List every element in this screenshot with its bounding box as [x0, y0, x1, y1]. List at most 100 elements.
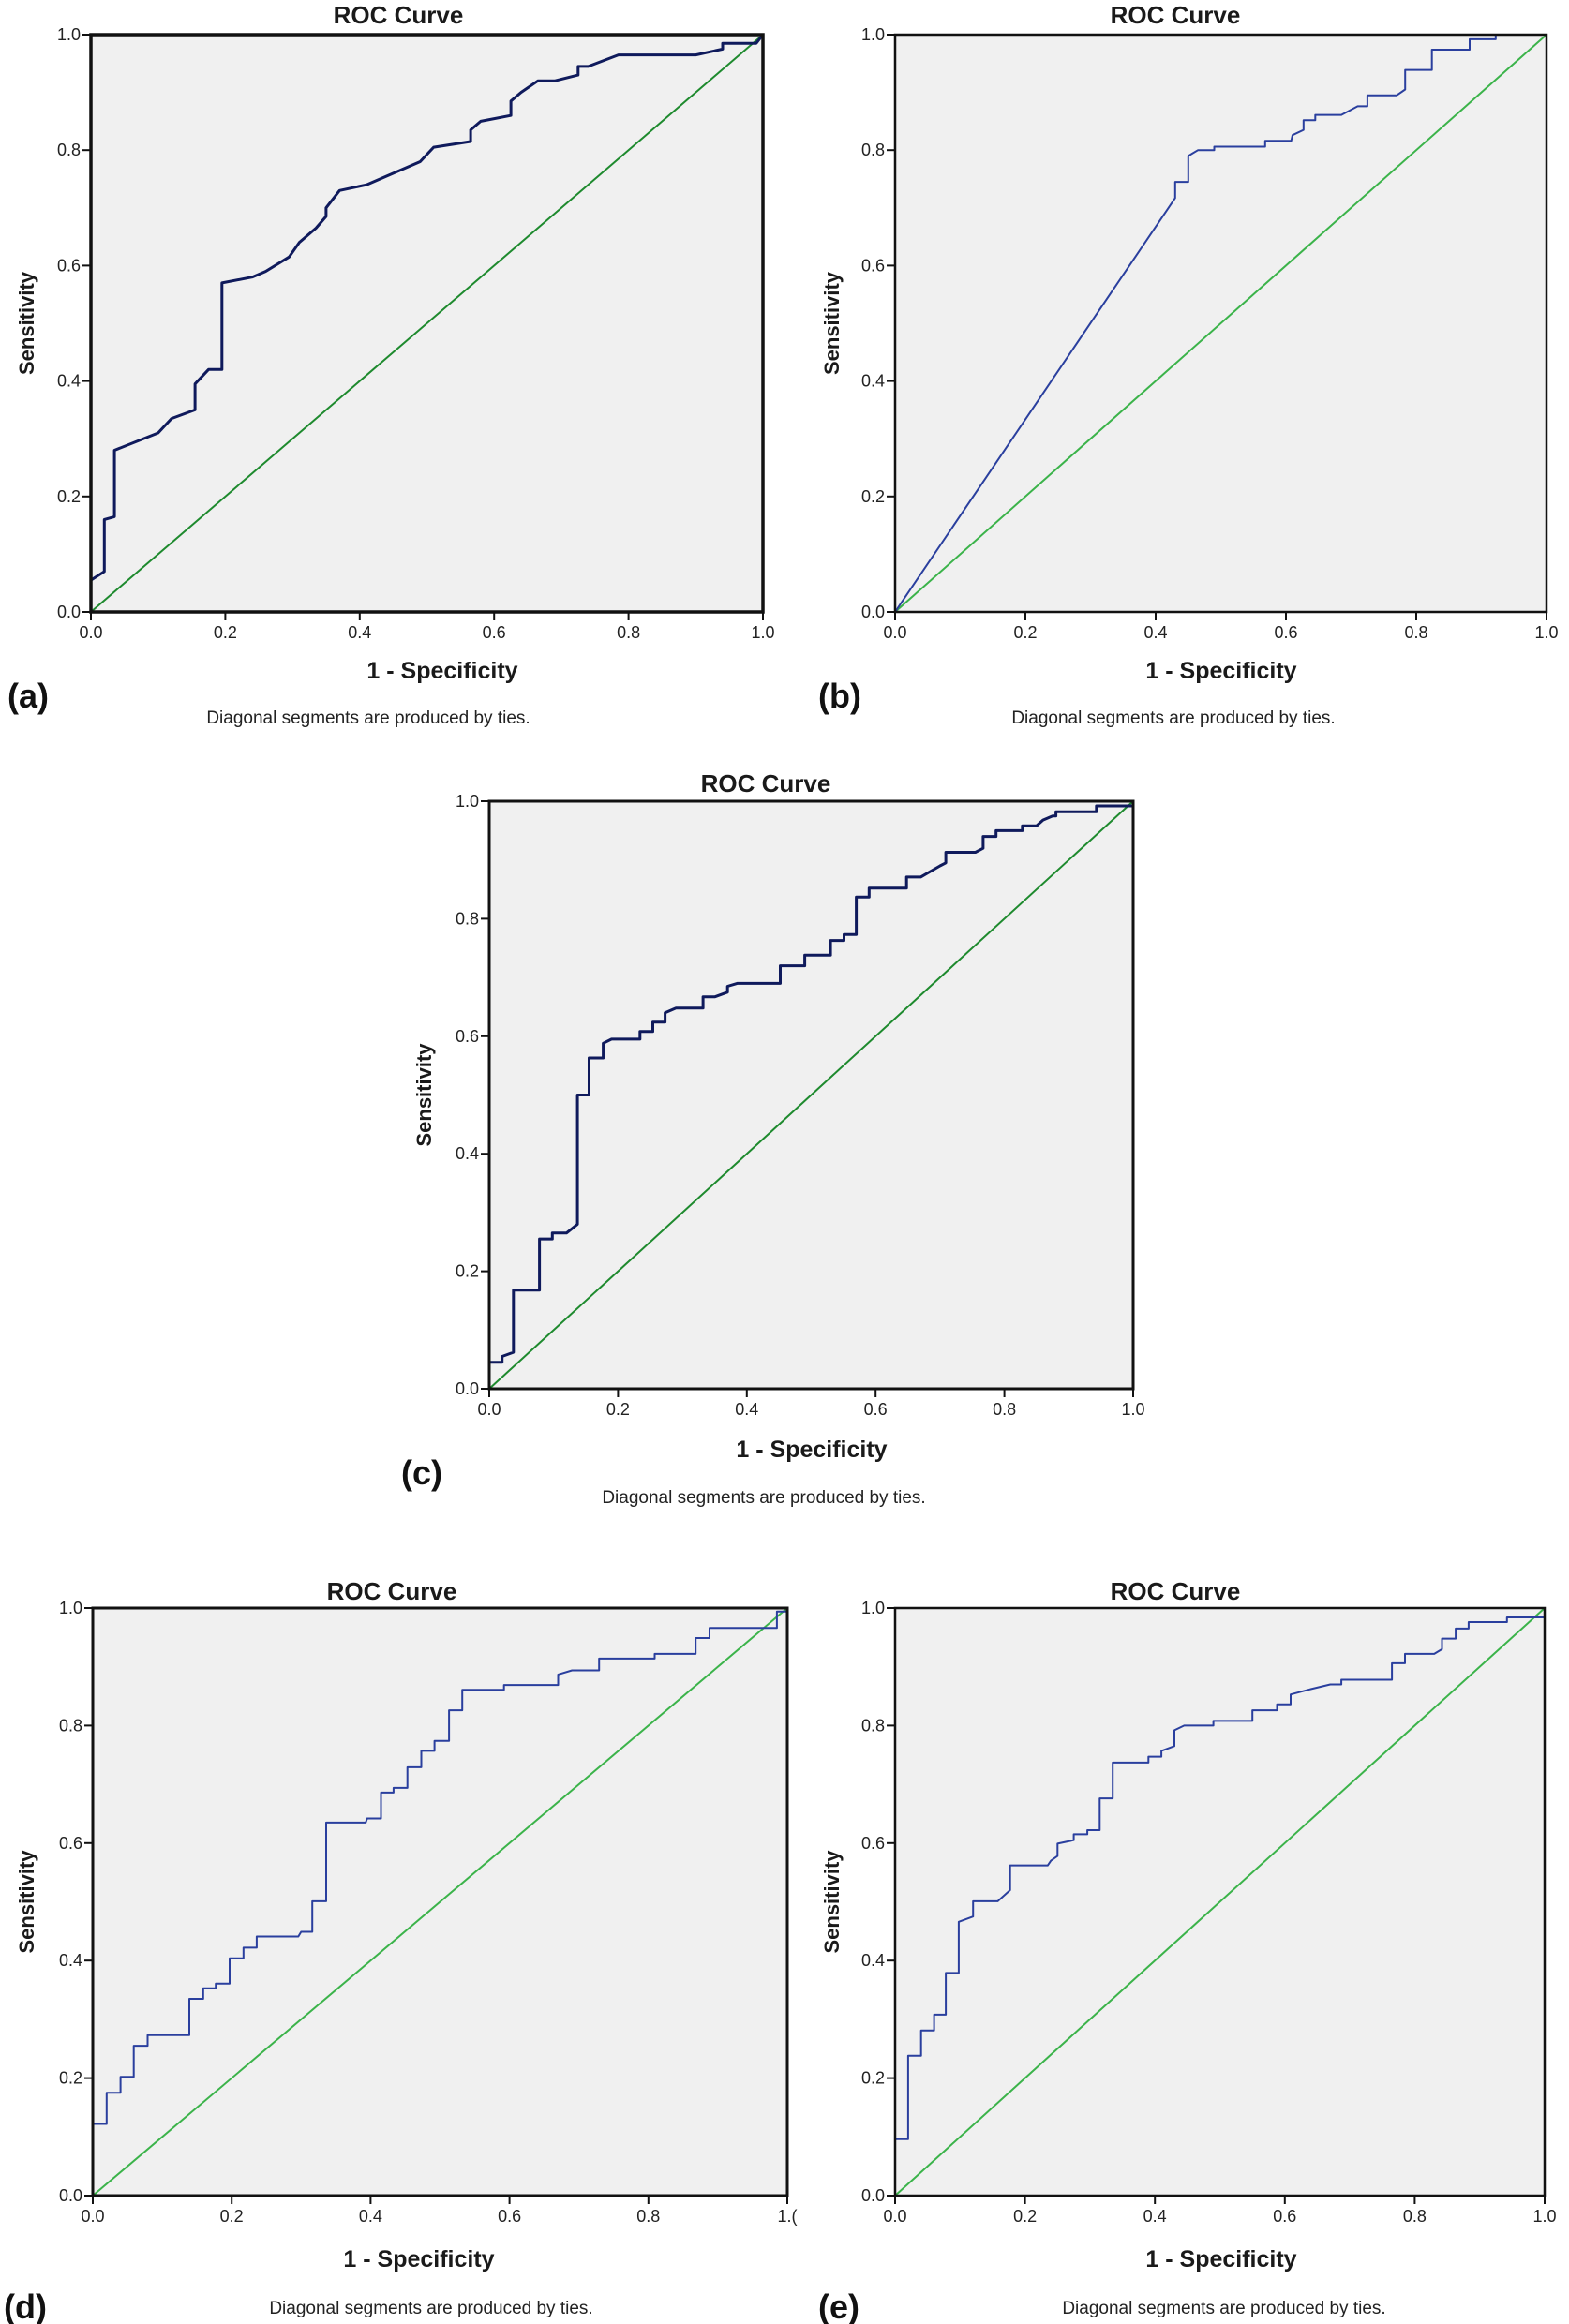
reference-line [488, 800, 1134, 1390]
x-axis-label: 1 - Specificity [1145, 658, 1296, 684]
y-tick-label: 0.2 [456, 1262, 479, 1281]
roc-curve-line [489, 801, 1135, 1364]
series-group [894, 1607, 1546, 2197]
y-axis-label: Sensitivity [15, 271, 38, 375]
plot-frame [487, 799, 1135, 1391]
x-tick-label: 0.4 [348, 623, 371, 642]
x-axis-label: 1 - Specificity [736, 1437, 887, 1463]
y-tick-label: 1.0 [861, 25, 885, 44]
chart-title: ROC Curve [1111, 1, 1241, 29]
y-tick-label: 1.0 [59, 1599, 82, 1617]
x-tick-label: 0.2 [1013, 623, 1037, 642]
x-tick-label: 0.8 [636, 2207, 660, 2226]
x-tick-label: 1.0 [751, 623, 774, 642]
y-tick-label: 0.2 [57, 487, 81, 506]
y-axis-label: Sensitivity [15, 1850, 38, 1954]
x-axis-label: 1 - Specificity [343, 2246, 494, 2272]
y-tick-label: 0.4 [861, 1951, 885, 1970]
x-tick-label: 1.0 [1532, 2207, 1556, 2226]
x-tick-label: 0.0 [79, 623, 102, 642]
y-tick-label: 0.2 [861, 2069, 885, 2088]
panel-label: (d) [4, 2287, 47, 2324]
y-axis-label: Sensitivity [412, 1043, 436, 1147]
y-tick-label: 0.0 [861, 2186, 885, 2205]
y-tick-label: 0.2 [59, 2069, 82, 2088]
x-tick-label: 0.4 [735, 1400, 758, 1419]
x-tick-label: 0.2 [606, 1400, 630, 1419]
panel-label: (c) [401, 1453, 442, 1492]
panel-e: ROC Curve 0.00.20.40.60.81.0 0.0 0.2 0.4 0.… [818, 1577, 1557, 2324]
series-group [488, 800, 1135, 1390]
x-tick-label: 0.0 [883, 623, 906, 642]
x-axis-label: 1 - Specificity [366, 658, 517, 684]
panel-b: ROC Curve 0.00.20.40.60.81.0 0.0 0.2 0.4 0.… [818, 1, 1559, 728]
y-tick-label: 1.0 [456, 792, 479, 811]
y-tick-label: 0.2 [861, 487, 885, 506]
caption: Diagonal segments are produced by ties. [269, 2299, 592, 2318]
x-tick-label: 0.0 [883, 2207, 906, 2226]
panel-a: ROC Curve 0.00.20.40.60.81.0 0.0 0.2 0.4 0.… [7, 1, 775, 728]
chart-title: ROC Curve [334, 1, 464, 29]
panel-c: ROC Curve 0.00.20.40.60.81.0 0.0 0.2 0.4 0.… [401, 769, 1145, 1508]
x-tick-label: 0.6 [483, 623, 506, 642]
chart-title: ROC Curve [327, 1577, 457, 1605]
y-tick-label: 0.8 [861, 1716, 885, 1735]
y-tick-label: 0.4 [57, 372, 81, 391]
caption: Diagonal segments are produced by ties. [206, 708, 530, 728]
plot-frame [89, 33, 765, 614]
reference-line [894, 1607, 1546, 2197]
roc-curve-line [894, 1608, 1546, 2196]
x-tick-label: 0.8 [993, 1400, 1016, 1419]
y-tick-label: 0.6 [861, 256, 885, 275]
series-group [90, 34, 765, 613]
y-tick-label: 0.8 [57, 141, 81, 159]
x-tick-label: 0.6 [498, 2207, 521, 2226]
panel-label: (a) [7, 677, 49, 715]
y-axis-label: Sensitivity [820, 271, 844, 375]
y-tick-label: 0.0 [861, 603, 885, 621]
x-tick-label: 0.2 [214, 623, 237, 642]
x-tick-label: 1.0 [1121, 1400, 1144, 1419]
y-tick-label: 1.0 [861, 1599, 885, 1617]
x-tick-label: 0.2 [1013, 2207, 1037, 2226]
y-tick-label: 0.8 [861, 141, 885, 159]
y-tick-label: 0.6 [861, 1834, 885, 1853]
y-ticks: 0.0 0.2 0.4 0.6 0.8 1.0 [861, 25, 895, 621]
x-tick-label: 0.4 [1143, 2207, 1167, 2226]
chart-title: ROC Curve [701, 769, 831, 797]
reference-line [92, 1607, 788, 2197]
plot-frame [91, 1606, 789, 2197]
x-tick-label: 0.0 [81, 2207, 104, 2226]
x-tick-label: 0.2 [220, 2207, 244, 2226]
y-axis-label: Sensitivity [820, 1850, 844, 1954]
caption: Diagonal segments are produced by ties. [1062, 2299, 1385, 2318]
x-ticks: 0.0 0.2 0.4 0.6 0.8 1.0 [79, 612, 775, 642]
x-tick-label: 0.4 [359, 2207, 382, 2226]
x-tick-label: 1.( [777, 2207, 797, 2226]
y-tick-label: 0.4 [861, 372, 885, 391]
x-axis-label: 1 - Specificity [1145, 2246, 1296, 2272]
y-tick-label: 0.8 [456, 909, 479, 928]
panel-d: ROC Curve 0.0 0.2 0.4 0.6 0.8 1.0 0.0 0.2 0.4 0.… [4, 1577, 798, 2324]
panel-label: (e) [818, 2287, 859, 2324]
x-tick-label: 0.8 [1404, 623, 1427, 642]
x-tick-label: 0.4 [1143, 623, 1167, 642]
x-tick-label: 0.6 [864, 1400, 888, 1419]
y-ticks: 0.0 0.2 0.4 0.6 0.8 1.0 [861, 1599, 895, 2205]
reference-line [90, 34, 764, 613]
series-group [894, 34, 1547, 613]
roc-curve-line [894, 34, 1547, 613]
x-ticks: 0.0 0.2 0.4 0.6 0.8 1.0 [883, 612, 1559, 642]
roc-curve-line [90, 34, 765, 582]
y-tick-label: 0.6 [59, 1834, 82, 1853]
plot-frame [893, 1606, 1547, 2197]
x-tick-label: 0.8 [1403, 2207, 1427, 2226]
y-tick-label: 0.4 [456, 1144, 479, 1163]
y-tick-label: 0.8 [59, 1716, 82, 1735]
y-tick-label: 0.0 [456, 1379, 479, 1398]
x-ticks: 0.0 0.2 0.4 0.6 0.8 1.( [81, 2196, 798, 2226]
y-ticks: 0.0 0.2 0.4 0.6 0.8 1.0 [59, 1599, 93, 2205]
y-tick-label: 0.6 [57, 256, 81, 275]
caption: Diagonal segments are produced by ties. [602, 1488, 925, 1508]
